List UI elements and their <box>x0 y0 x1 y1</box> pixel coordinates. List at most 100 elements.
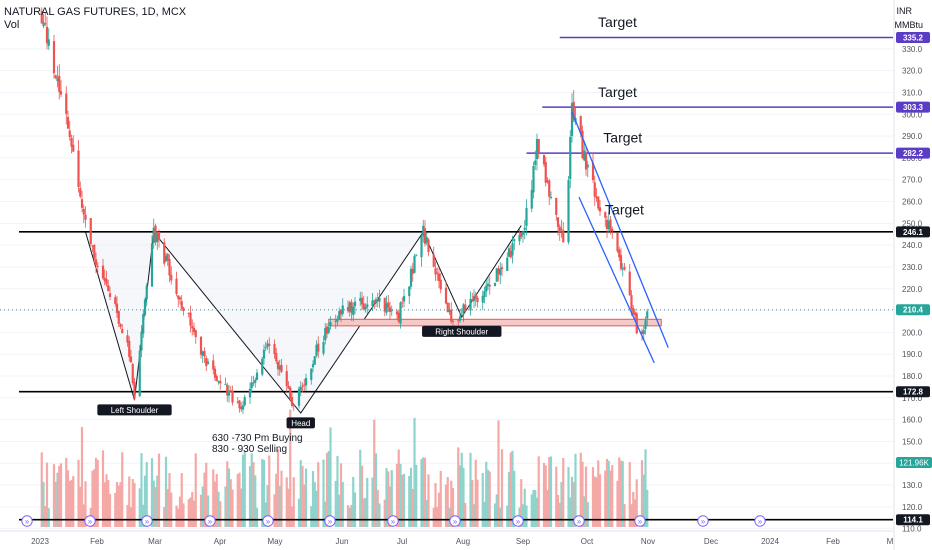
volume-bar <box>156 475 159 527</box>
volume-bar <box>238 472 241 527</box>
candle-body <box>374 299 378 304</box>
volume-bar <box>297 498 301 527</box>
volume-bar <box>448 507 451 527</box>
candle-body <box>572 101 575 121</box>
candle-body <box>618 249 621 258</box>
volume-bar <box>560 481 563 527</box>
candle-body <box>378 297 381 302</box>
candle-body <box>621 268 624 270</box>
volume-bar <box>425 499 428 527</box>
event-icon: » <box>84 515 96 527</box>
volume-bar <box>79 486 82 527</box>
candle-body <box>506 257 509 271</box>
level-price-badge-box <box>896 386 930 398</box>
candle-body <box>611 228 614 231</box>
event-icon: » <box>262 515 274 527</box>
volume-bar <box>115 482 119 527</box>
volume-bars <box>40 409 649 527</box>
event-icon-circle <box>84 515 96 527</box>
volume-bar <box>339 463 343 527</box>
candle-body <box>213 368 217 378</box>
volume-bar <box>402 473 406 527</box>
candle-body <box>226 384 229 396</box>
target-label: Target <box>598 14 637 30</box>
volume-bar <box>387 471 390 527</box>
volume-bar <box>268 455 271 527</box>
y-tick-label: 230.0 <box>902 263 923 272</box>
x-tick-label: Nov <box>641 537 655 546</box>
y-tick-label: 330.0 <box>902 45 923 54</box>
candle-body <box>555 197 558 215</box>
candle-body <box>289 387 292 399</box>
volume-bar <box>240 488 243 527</box>
volume-bar <box>378 503 381 527</box>
volume-bar <box>556 494 560 527</box>
candle-body <box>339 309 343 315</box>
volume-bar <box>506 505 509 527</box>
candle-body <box>227 390 231 396</box>
volume-bar <box>397 449 400 527</box>
volume-bar <box>255 507 259 527</box>
candle-body <box>532 165 535 193</box>
candle-body <box>107 285 110 292</box>
volume-bar <box>432 507 435 527</box>
candle-body <box>390 310 393 312</box>
event-icon-glyph: » <box>516 517 521 526</box>
volume-bar <box>415 464 418 527</box>
candle-body <box>383 297 386 312</box>
volume-bar <box>500 449 504 527</box>
candle-body <box>460 314 463 316</box>
volume-bar <box>395 463 399 527</box>
volume-bar <box>262 460 266 527</box>
candle-body <box>646 311 649 319</box>
candle-body <box>542 155 546 165</box>
volume-bar <box>252 462 255 527</box>
y-tick-label: 200.0 <box>902 328 923 337</box>
candle-body <box>436 272 439 274</box>
volume-bar <box>290 506 294 527</box>
event-icon-circle <box>754 515 766 527</box>
volume-bar <box>52 464 56 527</box>
volume-bar <box>140 453 143 527</box>
candle-body <box>458 316 462 321</box>
volume-bar <box>532 489 535 527</box>
volume-bar <box>567 467 570 527</box>
event-icon-circle <box>324 515 336 527</box>
volume-bar <box>471 479 474 527</box>
volume-bar <box>555 466 558 527</box>
candle-body <box>444 287 448 304</box>
volume-bar <box>495 494 498 527</box>
candle-body <box>143 299 147 316</box>
candle-body <box>68 130 71 138</box>
volume-bar <box>119 482 122 527</box>
volume-bar <box>390 470 393 527</box>
volume-bar <box>493 503 497 527</box>
volume-bar <box>96 459 99 527</box>
candle-body <box>121 328 124 334</box>
volume-bar <box>537 456 540 527</box>
candle-body <box>530 189 533 209</box>
volume-bar <box>546 489 549 527</box>
volume-bar <box>544 465 547 527</box>
candle-body <box>476 297 479 303</box>
event-icon: » <box>754 515 766 527</box>
candle-body <box>352 306 355 315</box>
volume-bar <box>145 462 148 527</box>
candle-body <box>114 297 117 304</box>
volume-bar <box>583 496 586 527</box>
volume-bar <box>287 488 290 527</box>
volume-bar <box>413 417 416 527</box>
candle-body <box>423 228 427 244</box>
candle-body <box>303 384 306 386</box>
event-icon-glyph: » <box>701 517 706 526</box>
candle-body <box>329 322 332 327</box>
level-price-badge-box <box>896 514 930 526</box>
volume-bar <box>229 479 232 527</box>
candle-body <box>616 232 619 252</box>
candle-body <box>101 265 105 279</box>
candle-body <box>150 243 154 287</box>
event-icon: » <box>512 515 524 527</box>
volume-bar <box>427 474 430 527</box>
volume-bar <box>411 489 414 527</box>
